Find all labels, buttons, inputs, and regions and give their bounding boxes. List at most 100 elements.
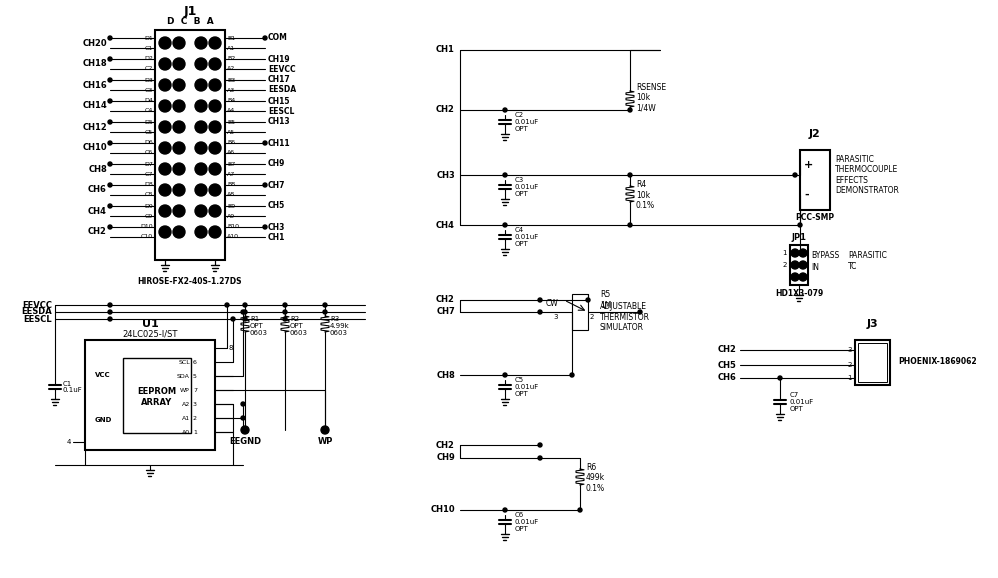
Text: CH15: CH15 (268, 97, 290, 106)
Text: CH18: CH18 (83, 60, 107, 69)
Circle shape (323, 310, 327, 314)
Text: 1: 1 (193, 429, 197, 435)
Circle shape (263, 183, 267, 187)
Text: HD1X3-079: HD1X3-079 (774, 288, 823, 298)
Circle shape (108, 57, 112, 61)
Text: CH10: CH10 (83, 143, 107, 153)
Circle shape (225, 303, 229, 307)
Circle shape (241, 416, 245, 420)
Text: C4: C4 (145, 109, 153, 113)
Circle shape (538, 443, 542, 447)
Circle shape (628, 223, 632, 227)
Circle shape (243, 303, 247, 307)
Text: 3: 3 (193, 402, 197, 406)
Circle shape (159, 163, 171, 175)
Text: 8: 8 (229, 345, 234, 351)
Text: EESDA: EESDA (21, 307, 52, 317)
Text: R3
4.99k
0603: R3 4.99k 0603 (330, 316, 349, 336)
Bar (800, 150, 830, 210)
Circle shape (159, 184, 171, 196)
Text: D4: D4 (144, 98, 153, 103)
Text: B4: B4 (227, 98, 236, 103)
Circle shape (108, 78, 112, 82)
Circle shape (108, 310, 112, 314)
Circle shape (586, 298, 590, 302)
Circle shape (195, 142, 207, 154)
Circle shape (173, 142, 185, 154)
Text: 2: 2 (782, 262, 787, 268)
Text: CH3: CH3 (436, 171, 455, 180)
Text: CH2: CH2 (436, 295, 455, 305)
Circle shape (799, 273, 807, 281)
Circle shape (503, 373, 507, 377)
Text: CH11: CH11 (268, 139, 290, 147)
Text: PARASITIC
TC: PARASITIC TC (848, 251, 887, 271)
Text: D2: D2 (144, 57, 153, 61)
Circle shape (173, 163, 185, 175)
Circle shape (209, 121, 221, 133)
Text: C7: C7 (145, 172, 153, 176)
Text: EEVCC: EEVCC (268, 65, 295, 73)
Text: CH7: CH7 (436, 307, 455, 317)
Text: D6: D6 (145, 140, 153, 146)
Circle shape (173, 226, 185, 238)
Text: R6
499k
0.1%: R6 499k 0.1% (586, 463, 605, 493)
Text: CH1: CH1 (268, 232, 285, 242)
Circle shape (798, 223, 802, 227)
Bar (85, 340, 215, 450)
Circle shape (195, 184, 207, 196)
Text: EEVCC: EEVCC (22, 301, 52, 309)
Text: A1: A1 (227, 46, 236, 50)
Text: D7: D7 (144, 161, 153, 166)
Text: C4
0.01uF
OPT: C4 0.01uF OPT (515, 227, 539, 247)
Circle shape (195, 37, 207, 49)
Text: C5
0.01uF
OPT: C5 0.01uF OPT (515, 377, 539, 397)
Text: 1: 1 (782, 250, 787, 256)
Circle shape (241, 310, 245, 314)
Circle shape (283, 303, 287, 307)
Circle shape (195, 79, 207, 91)
Text: C2
0.01uF
OPT: C2 0.01uF OPT (515, 112, 539, 132)
Text: CH10: CH10 (430, 506, 455, 514)
Circle shape (209, 79, 221, 91)
Circle shape (195, 205, 207, 217)
Circle shape (159, 121, 171, 133)
Text: J2: J2 (809, 129, 821, 139)
Text: HIROSE-FX2-40S-1.27DS: HIROSE-FX2-40S-1.27DS (138, 277, 243, 287)
Text: CH13: CH13 (268, 117, 290, 127)
Circle shape (791, 273, 799, 281)
Circle shape (108, 120, 112, 124)
Text: B2: B2 (227, 57, 236, 61)
Text: CH8: CH8 (436, 370, 455, 380)
Text: CH3: CH3 (268, 223, 285, 232)
Bar (123, 358, 191, 433)
Circle shape (159, 142, 171, 154)
Circle shape (503, 508, 507, 512)
Circle shape (241, 402, 245, 406)
Text: D10: D10 (141, 224, 153, 229)
Circle shape (209, 58, 221, 70)
Text: A5: A5 (227, 129, 236, 135)
Circle shape (243, 310, 247, 314)
Text: BYPASS: BYPASS (811, 250, 839, 260)
Circle shape (173, 121, 185, 133)
Text: 2: 2 (847, 362, 852, 368)
Bar (572, 294, 588, 330)
Circle shape (283, 317, 287, 321)
Text: C3
0.01uF
OPT: C3 0.01uF OPT (515, 177, 539, 197)
Circle shape (195, 100, 207, 112)
Text: CH16: CH16 (82, 80, 107, 90)
Circle shape (209, 205, 221, 217)
Text: GND: GND (95, 417, 112, 423)
Text: D3: D3 (144, 77, 153, 83)
Text: U1: U1 (142, 319, 159, 329)
Text: CH2: CH2 (436, 440, 455, 450)
Bar (855, 340, 890, 385)
Text: C1
0.1uF: C1 0.1uF (63, 380, 83, 394)
Text: 1: 1 (847, 375, 852, 381)
Text: 3: 3 (847, 347, 852, 353)
Circle shape (108, 183, 112, 187)
Circle shape (503, 173, 507, 177)
Text: C9: C9 (145, 213, 153, 218)
Circle shape (323, 303, 327, 307)
